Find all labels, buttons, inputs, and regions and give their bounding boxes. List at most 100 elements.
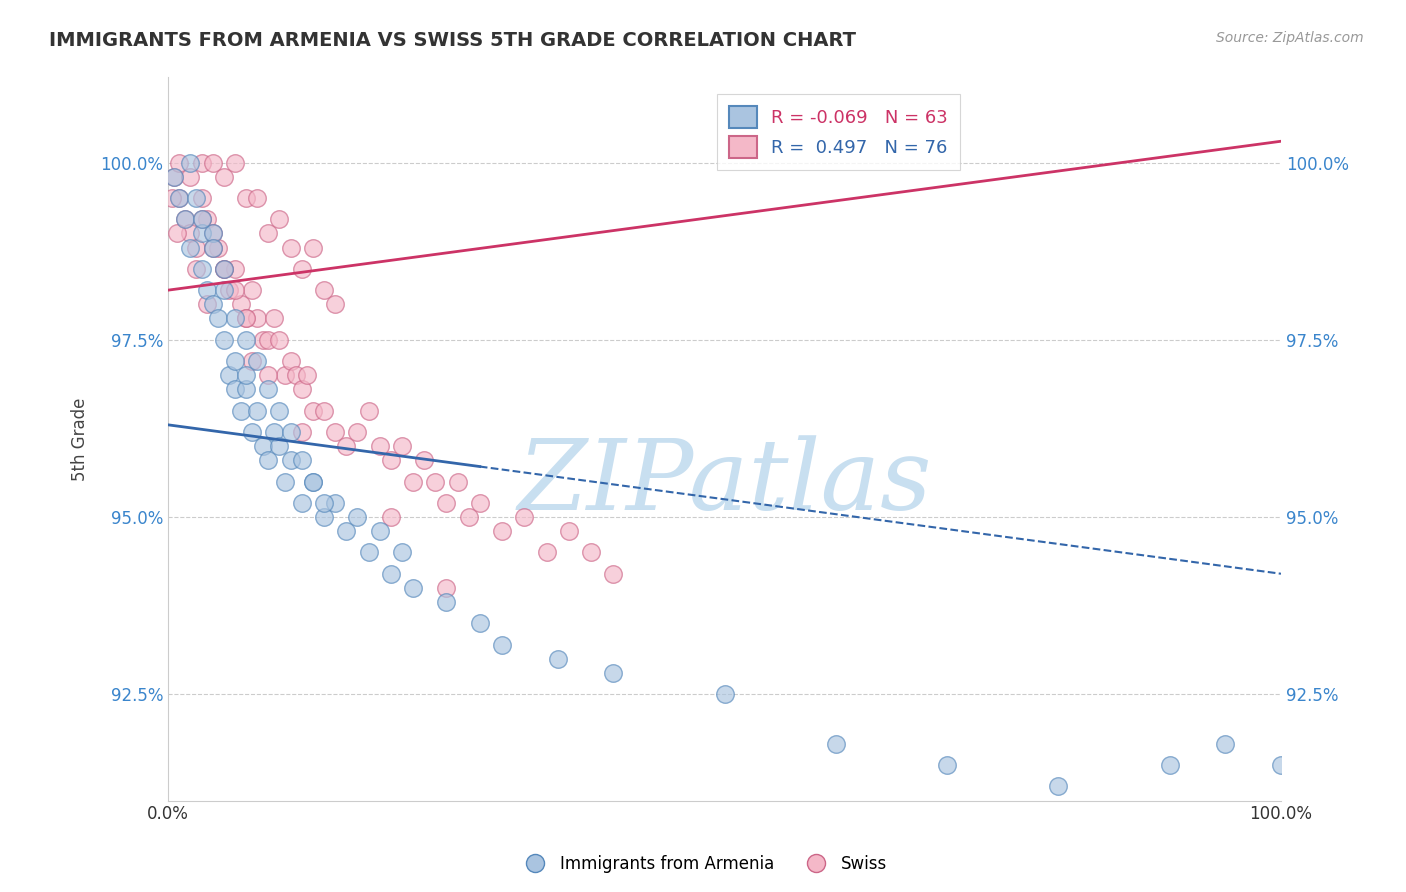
Point bbox=[184, 261, 207, 276]
Point bbox=[229, 297, 252, 311]
Point bbox=[368, 439, 391, 453]
Point bbox=[201, 227, 224, 241]
Point bbox=[179, 155, 201, 169]
Legend: Immigrants from Armenia, Swiss: Immigrants from Armenia, Swiss bbox=[512, 848, 894, 880]
Point bbox=[218, 368, 240, 383]
Point bbox=[291, 425, 314, 439]
Point bbox=[391, 439, 413, 453]
Point bbox=[558, 524, 581, 539]
Point bbox=[1213, 737, 1236, 751]
Point bbox=[280, 354, 302, 368]
Text: IMMIGRANTS FROM ARMENIA VS SWISS 5TH GRADE CORRELATION CHART: IMMIGRANTS FROM ARMENIA VS SWISS 5TH GRA… bbox=[49, 31, 856, 50]
Point bbox=[190, 212, 212, 227]
Point bbox=[346, 510, 368, 524]
Point bbox=[285, 368, 308, 383]
Point bbox=[218, 283, 240, 297]
Point bbox=[169, 191, 191, 205]
Point bbox=[240, 354, 263, 368]
Point bbox=[1270, 758, 1292, 772]
Point bbox=[402, 475, 425, 489]
Point bbox=[224, 383, 246, 397]
Point bbox=[257, 383, 280, 397]
Point bbox=[425, 475, 447, 489]
Point bbox=[224, 261, 246, 276]
Point bbox=[224, 311, 246, 326]
Point bbox=[312, 283, 335, 297]
Point bbox=[257, 227, 280, 241]
Point bbox=[212, 261, 235, 276]
Point bbox=[434, 595, 457, 609]
Point bbox=[201, 155, 224, 169]
Point bbox=[391, 545, 413, 559]
Point bbox=[368, 524, 391, 539]
Point bbox=[269, 333, 291, 347]
Point bbox=[179, 227, 201, 241]
Point bbox=[547, 652, 569, 666]
Point bbox=[163, 169, 186, 184]
Point bbox=[212, 333, 235, 347]
Point bbox=[302, 403, 325, 417]
Point bbox=[457, 510, 479, 524]
Point bbox=[224, 354, 246, 368]
Point bbox=[169, 155, 191, 169]
Point bbox=[201, 241, 224, 255]
Point bbox=[297, 368, 319, 383]
Point bbox=[169, 191, 191, 205]
Point bbox=[602, 566, 624, 581]
Point bbox=[713, 687, 735, 701]
Point bbox=[235, 383, 257, 397]
Point bbox=[446, 475, 468, 489]
Point bbox=[312, 496, 335, 510]
Point bbox=[602, 665, 624, 680]
Point bbox=[312, 403, 335, 417]
Point bbox=[179, 241, 201, 255]
Point bbox=[491, 524, 513, 539]
Point bbox=[263, 311, 285, 326]
Point bbox=[195, 212, 218, 227]
Point bbox=[160, 191, 183, 205]
Point bbox=[357, 403, 380, 417]
Point bbox=[235, 368, 257, 383]
Point bbox=[201, 297, 224, 311]
Point bbox=[269, 403, 291, 417]
Point bbox=[302, 475, 325, 489]
Point bbox=[252, 333, 274, 347]
Point bbox=[357, 545, 380, 559]
Point bbox=[246, 191, 269, 205]
Point bbox=[246, 354, 269, 368]
Point bbox=[280, 241, 302, 255]
Point bbox=[323, 425, 346, 439]
Point bbox=[212, 169, 235, 184]
Point bbox=[269, 212, 291, 227]
Point bbox=[174, 212, 197, 227]
Point bbox=[240, 425, 263, 439]
Point bbox=[274, 368, 297, 383]
Point bbox=[280, 425, 302, 439]
Point bbox=[1159, 758, 1181, 772]
Point bbox=[212, 261, 235, 276]
Point bbox=[579, 545, 602, 559]
Point bbox=[291, 261, 314, 276]
Point bbox=[174, 212, 197, 227]
Point bbox=[190, 261, 212, 276]
Text: Source: ZipAtlas.com: Source: ZipAtlas.com bbox=[1216, 31, 1364, 45]
Point bbox=[190, 212, 212, 227]
Point bbox=[166, 227, 188, 241]
Point bbox=[240, 283, 263, 297]
Text: ZIPatlas: ZIPatlas bbox=[517, 434, 932, 530]
Point bbox=[936, 758, 959, 772]
Point bbox=[413, 453, 436, 467]
Point bbox=[190, 191, 212, 205]
Point bbox=[257, 453, 280, 467]
Point bbox=[235, 311, 257, 326]
Point bbox=[224, 283, 246, 297]
Point bbox=[323, 297, 346, 311]
Point bbox=[291, 496, 314, 510]
Point bbox=[184, 191, 207, 205]
Point bbox=[195, 297, 218, 311]
Point bbox=[434, 581, 457, 595]
Point bbox=[274, 475, 297, 489]
Point bbox=[195, 283, 218, 297]
Point bbox=[263, 425, 285, 439]
Point bbox=[468, 616, 491, 631]
